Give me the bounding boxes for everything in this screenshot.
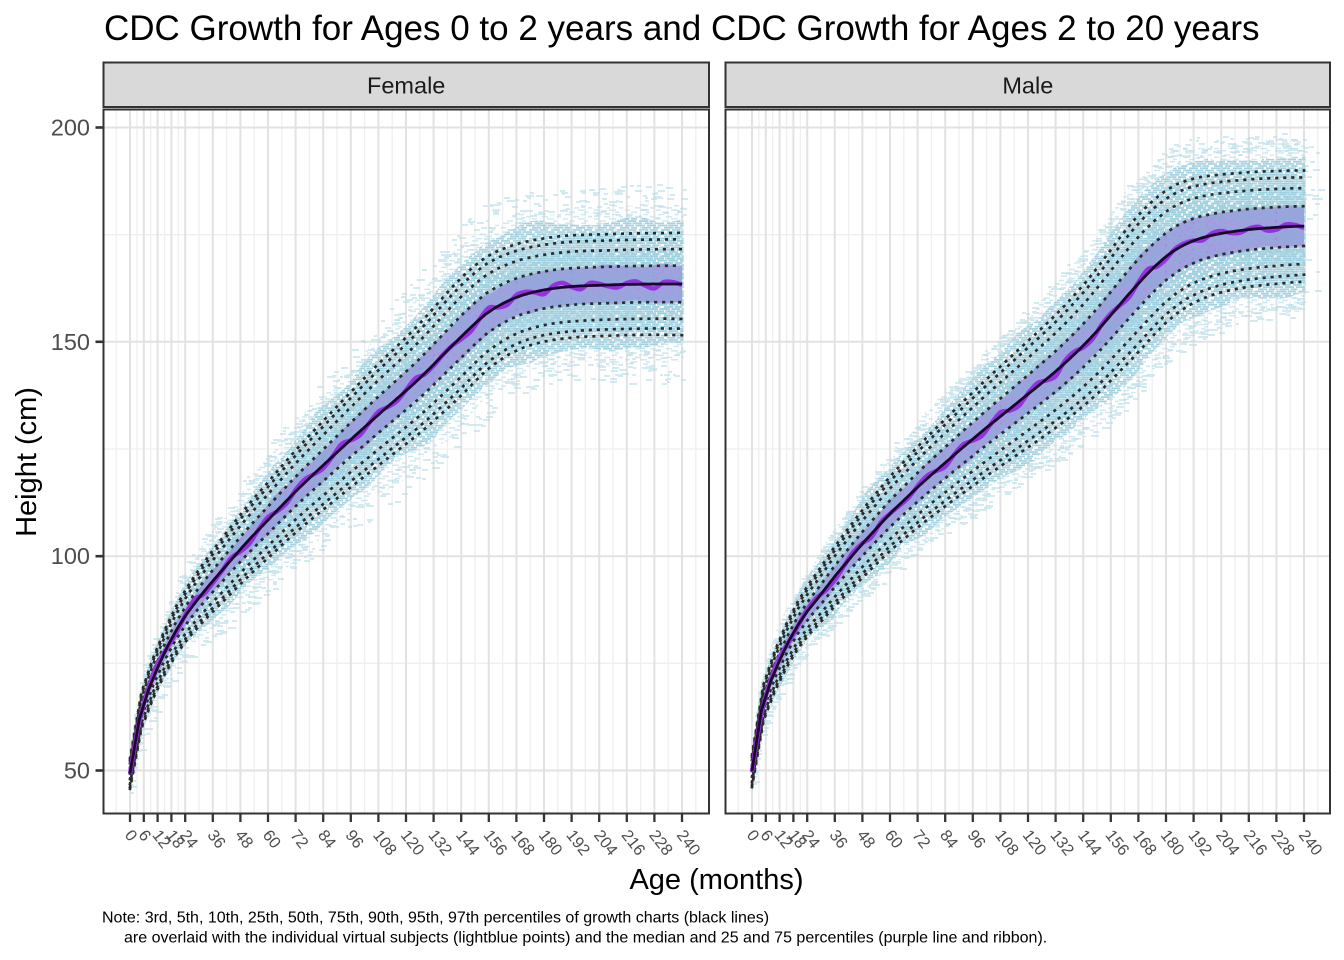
svg-text:CDC Growth for Ages 0 to 2 yea: CDC Growth for Ages 0 to 2 years and CDC… [104,9,1260,48]
svg-text:150: 150 [51,329,90,355]
svg-text:100: 100 [51,543,90,569]
svg-text:are overlaid with the individu: are overlaid with the individual virtual… [124,930,1047,947]
svg-text:Height (cm): Height (cm) [11,387,43,537]
svg-text:50: 50 [64,758,90,784]
svg-text:200: 200 [51,115,90,141]
svg-text:Note: 3rd, 5th, 10th, 25th, 50: Note: 3rd, 5th, 10th, 25th, 50th, 75th, … [102,910,769,927]
svg-text:Female: Female [367,73,445,99]
svg-text:Age (months): Age (months) [629,864,803,896]
svg-text:Male: Male [1002,73,1053,99]
